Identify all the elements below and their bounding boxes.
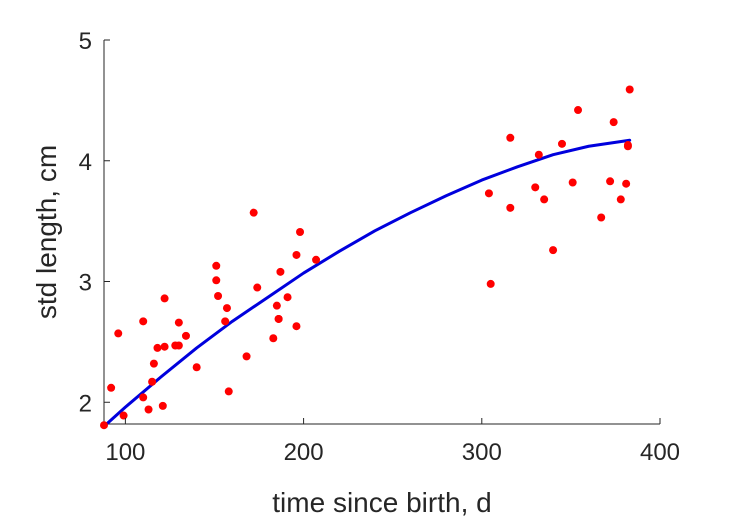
- data-point: [107, 383, 116, 392]
- data-point: [158, 401, 167, 410]
- data-point: [224, 387, 233, 396]
- y-tick-label: 2: [79, 390, 92, 417]
- data-point: [622, 179, 631, 188]
- ticks: 100 200 300 400 2 3 4 5: [79, 28, 680, 466]
- data-point: [174, 341, 183, 350]
- data-point: [506, 133, 515, 142]
- x-tick-label: 400: [640, 439, 680, 466]
- data-point: [148, 377, 157, 386]
- data-point: [484, 189, 493, 198]
- data-point: [149, 359, 158, 368]
- data-point: [540, 195, 549, 204]
- data-point: [557, 139, 566, 148]
- data-point: [597, 213, 606, 222]
- data-point: [616, 195, 625, 204]
- data-point: [160, 342, 169, 351]
- data-point: [242, 352, 251, 361]
- x-tick-label: 200: [284, 439, 324, 466]
- data-point: [153, 343, 162, 352]
- data-point: [276, 267, 285, 276]
- data-point: [534, 150, 543, 159]
- y-axis-label: std length, cm: [31, 145, 62, 319]
- data-point: [160, 294, 169, 303]
- x-axis-label: time since birth, d: [272, 487, 491, 518]
- data-point: [574, 106, 583, 115]
- axes: [103, 40, 660, 425]
- data-point: [486, 279, 495, 288]
- data-point: [623, 142, 632, 151]
- y-tick-label: 5: [79, 28, 92, 55]
- data-point: [292, 322, 301, 331]
- data-point: [222, 304, 231, 313]
- data-point: [174, 318, 183, 327]
- data-point: [506, 203, 515, 212]
- data-point: [568, 178, 577, 187]
- data-point: [283, 293, 292, 302]
- x-tick-label: 100: [105, 439, 145, 466]
- data-point: [609, 118, 618, 127]
- data-point: [221, 317, 230, 326]
- x-tick-label: 300: [462, 439, 502, 466]
- data-point: [312, 255, 321, 264]
- data-point: [214, 292, 223, 300]
- data-point: [606, 177, 615, 186]
- data-point: [100, 421, 108, 430]
- fit-curve-layer: [102, 138, 632, 428]
- data-point: [249, 208, 258, 217]
- data-point: [114, 329, 123, 338]
- data-point: [212, 261, 221, 270]
- y-tick-label: 3: [79, 270, 92, 297]
- scatter-points: [100, 85, 634, 430]
- data-point: [212, 276, 221, 285]
- y-tick-label: 4: [79, 149, 92, 176]
- data-point: [144, 405, 153, 414]
- data-point: [139, 393, 148, 402]
- data-point: [253, 283, 262, 292]
- fit-curve: [102, 138, 632, 428]
- data-point: [192, 363, 201, 372]
- data-point: [119, 411, 128, 420]
- data-point: [272, 301, 281, 310]
- data-point: [274, 314, 283, 323]
- data-point: [139, 317, 148, 326]
- data-point: [549, 246, 558, 255]
- data-point: [625, 85, 634, 94]
- data-point: [269, 334, 278, 343]
- data-point: [296, 228, 305, 236]
- data-point: [531, 183, 540, 192]
- data-point: [292, 250, 301, 259]
- data-point: [181, 331, 190, 340]
